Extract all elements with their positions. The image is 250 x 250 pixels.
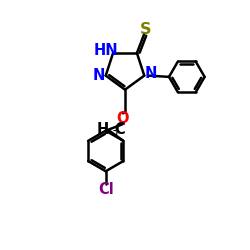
Text: S: S [140, 22, 151, 37]
Text: O: O [116, 111, 129, 126]
Text: N: N [145, 66, 158, 81]
Text: C: C [114, 122, 125, 137]
Text: Cl: Cl [98, 182, 114, 197]
Text: H: H [96, 122, 108, 137]
Text: N: N [92, 68, 105, 83]
Text: HN: HN [94, 42, 118, 58]
Text: 3: 3 [110, 126, 117, 139]
